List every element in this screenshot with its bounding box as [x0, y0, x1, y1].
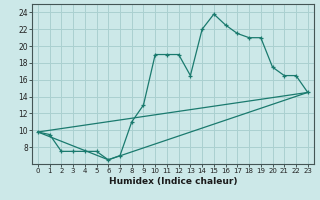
X-axis label: Humidex (Indice chaleur): Humidex (Indice chaleur)	[108, 177, 237, 186]
